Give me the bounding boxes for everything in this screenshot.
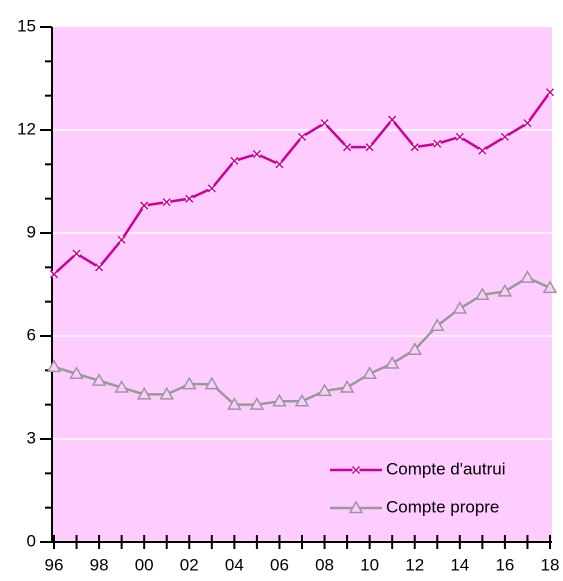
marker xyxy=(384,355,400,369)
legend-marker xyxy=(351,465,361,475)
legend-label: Compte d'autrui xyxy=(386,459,505,478)
marker-x xyxy=(207,184,216,193)
marker-x xyxy=(351,465,361,475)
marker xyxy=(252,150,261,159)
x-tick-label: 02 xyxy=(180,555,199,574)
marker xyxy=(410,143,419,152)
marker xyxy=(272,393,287,407)
marker xyxy=(429,318,445,331)
y-tick-label: 9 xyxy=(27,222,36,241)
marker-x xyxy=(72,249,81,258)
x-tick-label: 12 xyxy=(405,555,424,574)
marker xyxy=(362,366,377,380)
marker xyxy=(407,342,423,355)
marker-triangle xyxy=(348,500,364,514)
marker xyxy=(452,301,468,314)
marker-x xyxy=(297,132,307,141)
marker xyxy=(207,184,216,193)
marker-x xyxy=(365,143,374,152)
y-tick-label: 3 xyxy=(27,428,36,447)
marker xyxy=(343,143,352,152)
x-tick-label: 14 xyxy=(450,555,469,574)
y-tick-label: 6 xyxy=(27,325,36,344)
marker xyxy=(500,132,509,141)
x-tick-label: 10 xyxy=(360,555,379,574)
marker-x xyxy=(410,143,419,152)
marker xyxy=(523,119,532,128)
marker xyxy=(497,283,513,297)
marker-x xyxy=(275,160,284,169)
marker xyxy=(275,160,284,169)
marker xyxy=(162,198,171,207)
plot-background xyxy=(52,27,552,542)
x-tick-label: 96 xyxy=(45,555,64,574)
marker xyxy=(140,201,149,210)
marker xyxy=(478,146,487,155)
marker-x xyxy=(500,132,509,141)
legend-marker xyxy=(348,500,364,514)
marker xyxy=(320,119,329,128)
marker xyxy=(297,132,307,141)
marker xyxy=(114,379,129,393)
marker xyxy=(91,373,107,386)
x-tick-label: 06 xyxy=(270,555,289,574)
marker-x xyxy=(230,156,239,165)
marker xyxy=(46,359,62,373)
marker xyxy=(72,249,81,258)
marker-x xyxy=(455,132,464,141)
marker-x xyxy=(117,235,126,244)
marker-x xyxy=(49,270,59,279)
marker xyxy=(117,235,126,244)
marker xyxy=(455,132,464,141)
x-tick-label: 16 xyxy=(495,555,514,574)
marker-x xyxy=(545,88,555,97)
marker xyxy=(433,139,442,148)
marker xyxy=(339,379,355,393)
marker-x xyxy=(95,263,104,272)
marker xyxy=(204,376,220,390)
marker-x xyxy=(185,194,194,203)
marker xyxy=(249,397,265,410)
marker-x xyxy=(320,119,329,128)
marker xyxy=(95,263,104,272)
y-tick-label: 15 xyxy=(17,16,36,35)
marker-x xyxy=(140,201,149,210)
marker xyxy=(475,287,490,301)
y-tick-label: 12 xyxy=(17,119,36,138)
marker xyxy=(388,115,397,124)
marker-x xyxy=(343,143,352,152)
marker-x xyxy=(478,146,487,155)
marker xyxy=(317,383,332,397)
marker xyxy=(230,156,239,165)
marker xyxy=(159,386,175,400)
marker xyxy=(69,366,84,380)
marker xyxy=(545,88,555,97)
legend-label: Compte propre xyxy=(386,497,499,516)
marker xyxy=(185,194,194,203)
marker-x xyxy=(388,115,397,124)
x-tick-label: 18 xyxy=(541,555,560,574)
marker xyxy=(520,270,535,283)
marker xyxy=(294,393,310,407)
x-tick-label: 04 xyxy=(225,555,244,574)
marker xyxy=(136,386,152,400)
x-tick-label: 98 xyxy=(90,555,109,574)
marker xyxy=(365,143,374,152)
marker-x xyxy=(252,150,261,159)
marker xyxy=(181,376,197,390)
y-tick-label: 0 xyxy=(27,531,36,550)
marker xyxy=(542,280,558,294)
marker-x xyxy=(433,139,442,148)
marker xyxy=(49,270,59,279)
marker-x xyxy=(523,119,532,128)
marker-x xyxy=(162,198,171,207)
x-tick-label: 08 xyxy=(315,555,334,574)
marker xyxy=(227,397,242,410)
x-tick-label: 00 xyxy=(135,555,154,574)
